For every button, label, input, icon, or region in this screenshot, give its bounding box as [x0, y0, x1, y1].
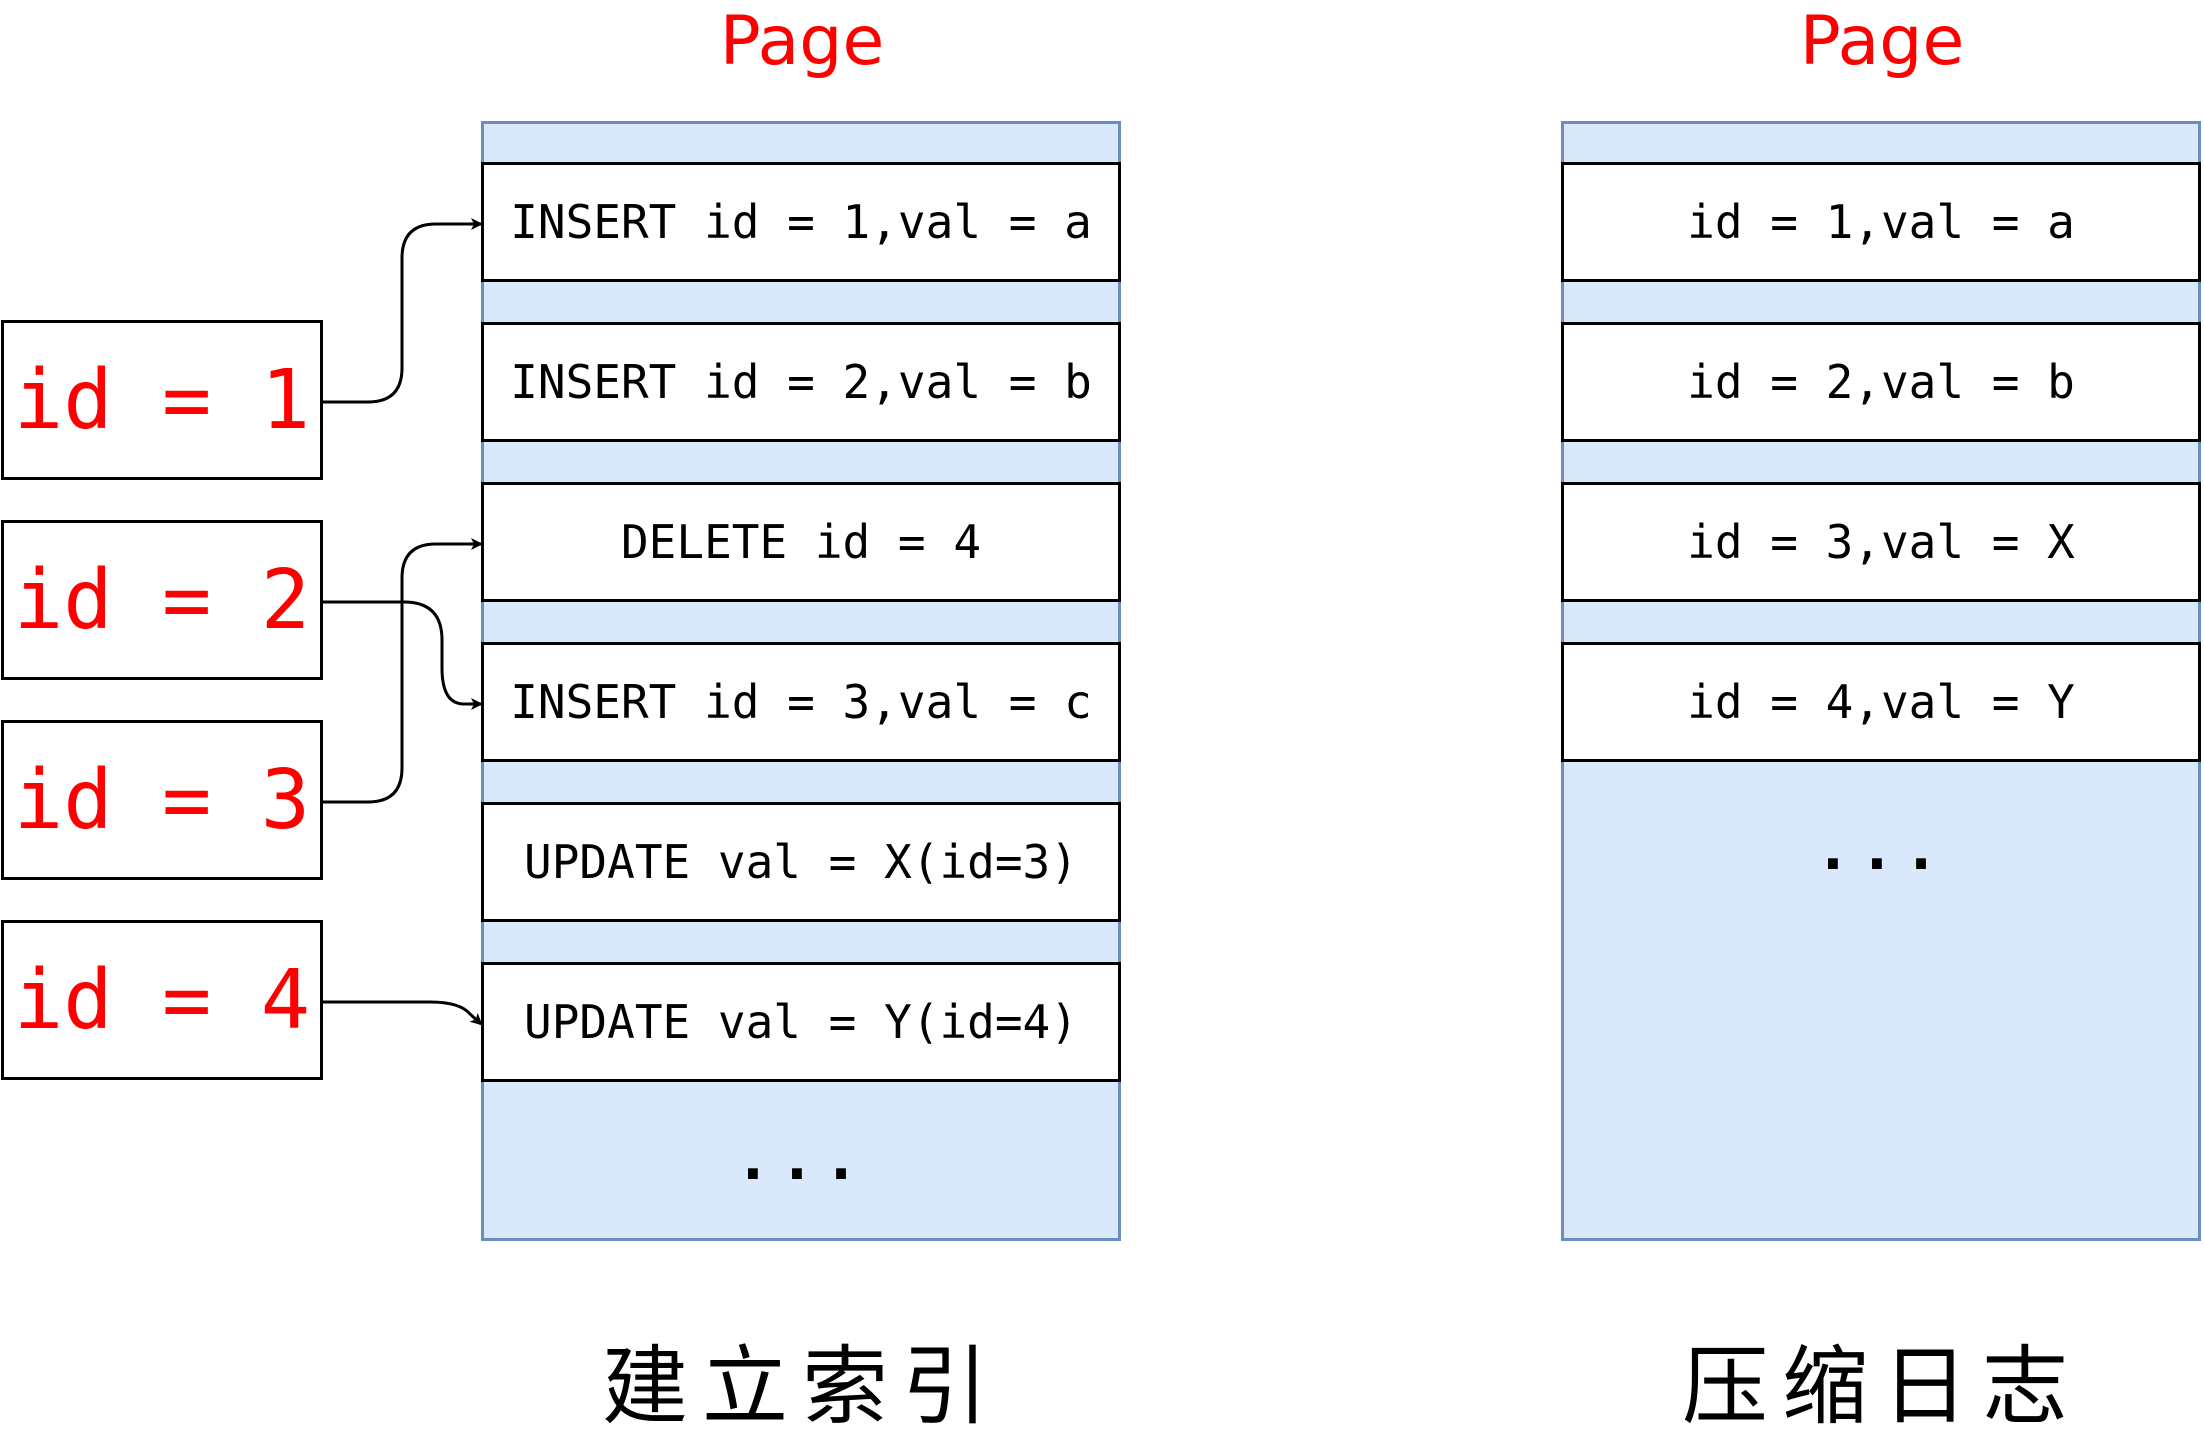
index-key-1: id = 1	[1, 320, 323, 480]
arrow-id1-to-insert1	[323, 218, 483, 404]
arrow-id4-to-update4	[323, 1000, 483, 1026]
right-page-ellipsis: ...	[1814, 814, 1948, 884]
index-key-3: id = 3	[1, 720, 323, 880]
log-record-4: INSERT id = 3,val = c	[481, 642, 1121, 762]
right-page: id = 1,val = a id = 2,val = b id = 3,val…	[1561, 121, 2201, 1241]
log-record-2: INSERT id = 2,val = b	[481, 322, 1121, 442]
compact-record-2: id = 2,val = b	[1561, 322, 2201, 442]
log-record-1: INSERT id = 1,val = a	[481, 162, 1121, 282]
compact-record-3: id = 3,val = X	[1561, 482, 2201, 602]
index-key-4: id = 4	[1, 920, 323, 1080]
log-record-6: UPDATE val = Y(id=4)	[481, 962, 1121, 1082]
arrow-id2-to-insert3	[323, 600, 483, 710]
left-page-title: Page	[719, 2, 885, 81]
right-page-title: Page	[1799, 2, 1965, 81]
log-record-3: DELETE id = 4	[481, 482, 1121, 602]
left-page-ellipsis: ...	[734, 1124, 868, 1194]
left-page: INSERT id = 1,val = a INSERT id = 2,val …	[481, 121, 1121, 1241]
arrow-id3-to-insert3	[323, 538, 483, 804]
index-key-2: id = 2	[1, 520, 323, 680]
log-record-5: UPDATE val = X(id=3)	[481, 802, 1121, 922]
compact-record-1: id = 1,val = a	[1561, 162, 2201, 282]
compact-record-4: id = 4,val = Y	[1561, 642, 2201, 762]
